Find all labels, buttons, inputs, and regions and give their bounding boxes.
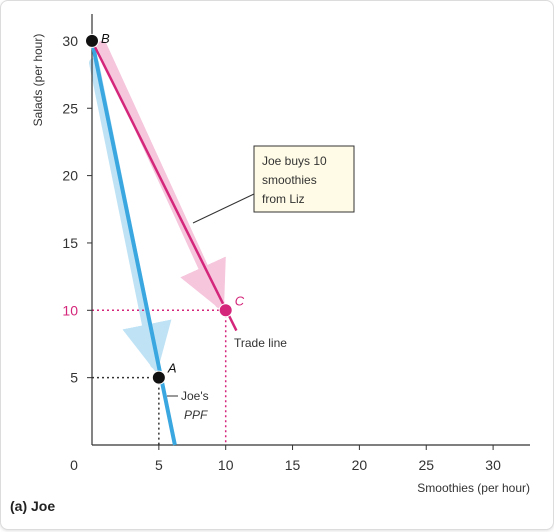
x-tick-label: 30 (485, 457, 501, 473)
point-a (151, 370, 166, 385)
callout: Joe buys 10 smoothies from Liz (192, 145, 355, 224)
y-axis-title: Salads (per hour) (31, 34, 45, 127)
trade-line (90, 40, 238, 332)
guide-lines (92, 309, 227, 445)
x-tick-label: 0 (70, 457, 78, 473)
point-label-a: A (167, 361, 177, 376)
point-label-c: C (235, 293, 245, 308)
point-c (218, 303, 233, 318)
callout-box (253, 145, 355, 213)
axes (87, 14, 530, 450)
series-lines (90, 40, 238, 446)
chart-text: 0 5 10 15 20 25 30 5 10 15 20 25 30 Smoothies (per ho… (31, 31, 530, 495)
y-tick-label: 10 (62, 302, 78, 318)
ppf-label-line1: Joe's (181, 389, 209, 403)
panel-label: (a) Joe (10, 498, 56, 514)
data-points (85, 33, 233, 385)
y-tick-label: 30 (62, 33, 78, 49)
point-label-b: B (101, 31, 110, 46)
callout-leader (192, 193, 255, 224)
ppf-line (90, 40, 177, 446)
x-tick-label: 5 (155, 457, 163, 473)
x-tick-label: 10 (218, 457, 234, 473)
y-tick-label: 25 (62, 100, 78, 116)
y-tick-label: 15 (62, 235, 78, 251)
point-b (85, 33, 99, 48)
x-axis-title: Smoothies (per hour) (417, 481, 530, 495)
x-tick-label: 25 (418, 457, 434, 473)
ppf-label-line2: PPF (184, 408, 208, 422)
ppf-movement-arrow (89, 57, 172, 374)
x-tick-label: 20 (352, 457, 368, 473)
callout-text-line: from Liz (262, 192, 305, 206)
x-tick-label: 15 (285, 457, 301, 473)
callout-text-line: smoothies (262, 173, 317, 187)
movement-arrows (89, 40, 226, 374)
callout-text-line: Joe buys 10 (262, 154, 327, 168)
trade-line-label: Trade line (234, 336, 287, 350)
y-tick-label: 5 (70, 370, 78, 386)
y-tick-label: 20 (62, 168, 78, 184)
